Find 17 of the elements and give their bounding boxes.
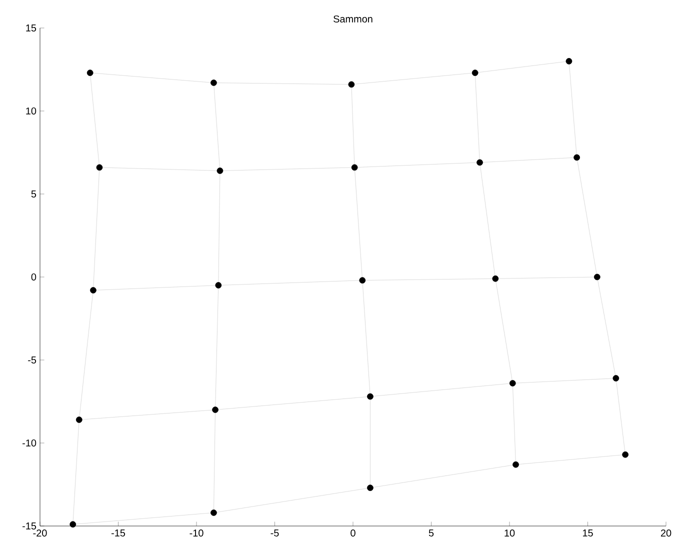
x-tick-label: 15 bbox=[582, 530, 593, 536]
x-tick-label: 5 bbox=[428, 530, 434, 536]
y-tick-label: 10 bbox=[26, 107, 36, 115]
x-tick-label: -20 bbox=[33, 530, 47, 537]
y-tick-label: -5 bbox=[28, 356, 36, 364]
x-tick-label: 20 bbox=[660, 530, 672, 537]
x-tick-label: -5 bbox=[270, 530, 279, 536]
x-tick-label: -15 bbox=[111, 530, 126, 536]
chart-title: Sammon bbox=[334, 15, 372, 22]
y-tick-label: 15 bbox=[26, 24, 36, 32]
y-tick-label: -15 bbox=[22, 522, 36, 530]
x-tick-label: -10 bbox=[190, 530, 204, 537]
x-tick-label: 10 bbox=[504, 530, 515, 537]
y-tick-label: 5 bbox=[31, 190, 36, 198]
x-tick-label: 0 bbox=[350, 530, 356, 537]
y-tick-label: -10 bbox=[22, 439, 36, 447]
y-tick-label: 0 bbox=[31, 273, 36, 281]
